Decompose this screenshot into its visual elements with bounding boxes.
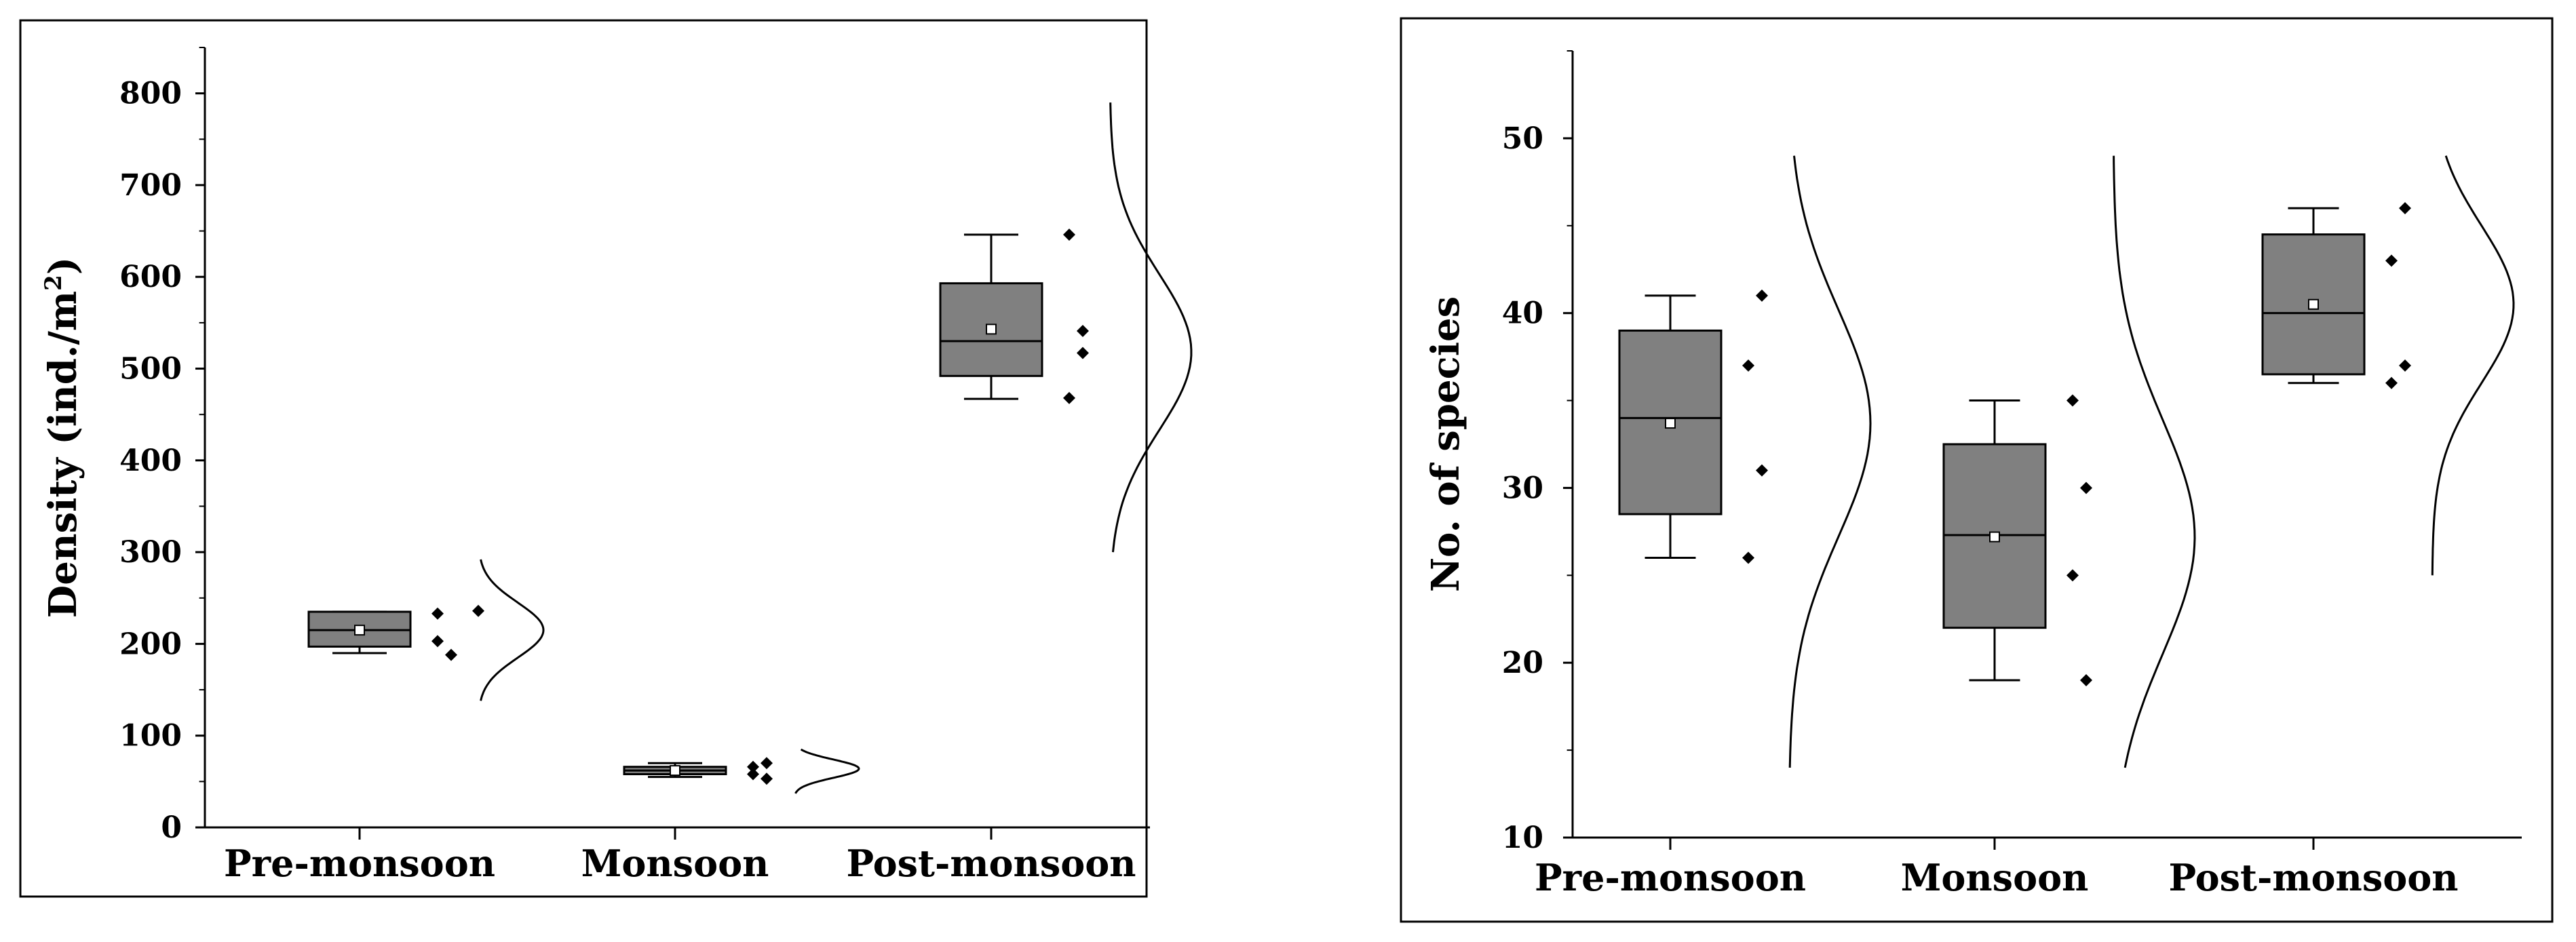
panel-frame xyxy=(19,19,1148,898)
y-tick-label: 100 xyxy=(119,719,182,753)
panel-frame xyxy=(1400,17,2554,923)
distribution-curve xyxy=(480,559,545,701)
data-point xyxy=(472,604,484,617)
y-tick-label: 300 xyxy=(119,535,182,570)
data-point xyxy=(761,772,773,785)
distribution-curve xyxy=(2113,155,2196,768)
x-category-label: Monsoon xyxy=(1901,856,2089,899)
y-tick-label: 400 xyxy=(119,444,182,478)
distribution-curve xyxy=(1109,102,1193,553)
mean-marker xyxy=(1665,418,1676,429)
y-tick-label: 200 xyxy=(119,627,182,661)
y-tick-label: 500 xyxy=(119,352,182,387)
x-category-label: Post-monsoon xyxy=(846,842,1136,885)
data-point xyxy=(2385,254,2398,267)
y-tick-label: 30 xyxy=(1502,471,1543,505)
data-point xyxy=(431,607,444,620)
data-point xyxy=(1756,464,1768,477)
box-post-monsoon xyxy=(2261,155,2515,576)
data-point xyxy=(431,635,444,648)
density-box-plot: 0 100 200 300 400 500 600 700 800 Pre-monsoon Mons… xyxy=(19,19,1193,898)
box-monsoon xyxy=(1942,155,2196,768)
box-post-monsoon xyxy=(939,102,1193,553)
data-point xyxy=(747,760,759,773)
y-tick-label: 0 xyxy=(161,810,182,845)
data-point xyxy=(747,768,759,781)
data-point xyxy=(761,757,773,770)
distribution-curve xyxy=(794,748,860,794)
data-point xyxy=(1077,325,1089,338)
distribution-curve xyxy=(1788,155,1872,768)
mean-marker xyxy=(1989,531,2000,543)
data-point xyxy=(1756,289,1768,302)
y-tick-label: 700 xyxy=(119,168,182,203)
y-tick-label: 50 xyxy=(1502,121,1543,156)
box-pre-monsoon xyxy=(307,559,545,701)
box-monsoon xyxy=(623,748,860,794)
data-point xyxy=(2399,359,2411,372)
data-point xyxy=(445,648,457,661)
data-point xyxy=(1063,391,1075,404)
data-point xyxy=(2385,376,2398,389)
data-point xyxy=(2080,674,2092,686)
data-point xyxy=(1742,359,1754,372)
x-category-label: Pre-monsoon xyxy=(224,842,495,885)
mean-marker xyxy=(354,625,365,636)
x-category-label: Pre-monsoon xyxy=(1535,856,1806,899)
y-tick-label: 20 xyxy=(1502,646,1543,680)
data-point xyxy=(2066,394,2079,407)
x-category-label: Post-monsoon xyxy=(2168,856,2458,899)
y-tick-label: 800 xyxy=(119,77,182,111)
mean-marker xyxy=(2308,298,2319,310)
data-point xyxy=(2066,569,2079,582)
data-point xyxy=(1077,347,1089,359)
mean-marker xyxy=(986,323,997,335)
distribution-curve xyxy=(2431,155,2515,576)
mean-marker xyxy=(670,765,680,777)
data-point xyxy=(1742,551,1754,564)
y-tick-label: 40 xyxy=(1502,296,1543,331)
y-tick-label: 10 xyxy=(1502,821,1543,855)
data-point xyxy=(2080,482,2092,494)
y-axis-title: Density (ind./m2) xyxy=(40,257,85,619)
data-point xyxy=(2399,202,2411,214)
x-category-label: Monsoon xyxy=(581,842,769,885)
y-tick-label: 600 xyxy=(119,260,182,294)
data-point xyxy=(1063,229,1075,241)
box-pre-monsoon xyxy=(1618,155,1872,768)
y-axis-title: No. of species xyxy=(1423,296,1468,592)
species-box-plot: 10 20 30 40 50 Pre-monsoon Monsoon Post-monsoon… xyxy=(1400,17,2554,923)
